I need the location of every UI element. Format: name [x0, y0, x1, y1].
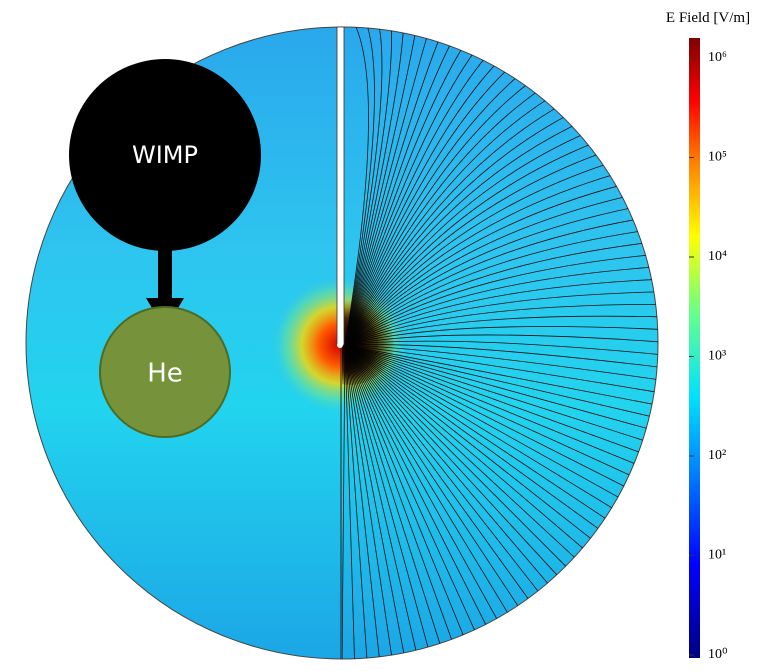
- colorbar: E Field [V/m] 10⁶ 10⁵ 10⁴ 10³ 10² 10¹ 10⁰: [666, 10, 750, 662]
- colorbar-title: E Field [V/m]: [666, 10, 750, 26]
- he-label: He: [147, 359, 183, 389]
- figure: WIMP He E Field [V/m] 10⁶ 10⁵ 10⁴ 10³ 10² 10¹…: [0, 0, 778, 671]
- colorbar-tick-label: 10⁶: [708, 50, 727, 65]
- slit: [337, 27, 344, 345]
- wimp-label: WIMP: [132, 141, 198, 169]
- colorbar-scale: [689, 38, 700, 658]
- colorbar-tick-label: 10¹: [708, 548, 726, 563]
- colorbar-tick-label: 10⁴: [708, 249, 727, 264]
- colorbar-tick-label: 10³: [708, 349, 726, 364]
- colorbar-tick-label: 10⁰: [708, 647, 728, 662]
- colorbar-tick-label: 10⁵: [708, 150, 727, 165]
- colorbar-tick-label: 10²: [708, 448, 726, 463]
